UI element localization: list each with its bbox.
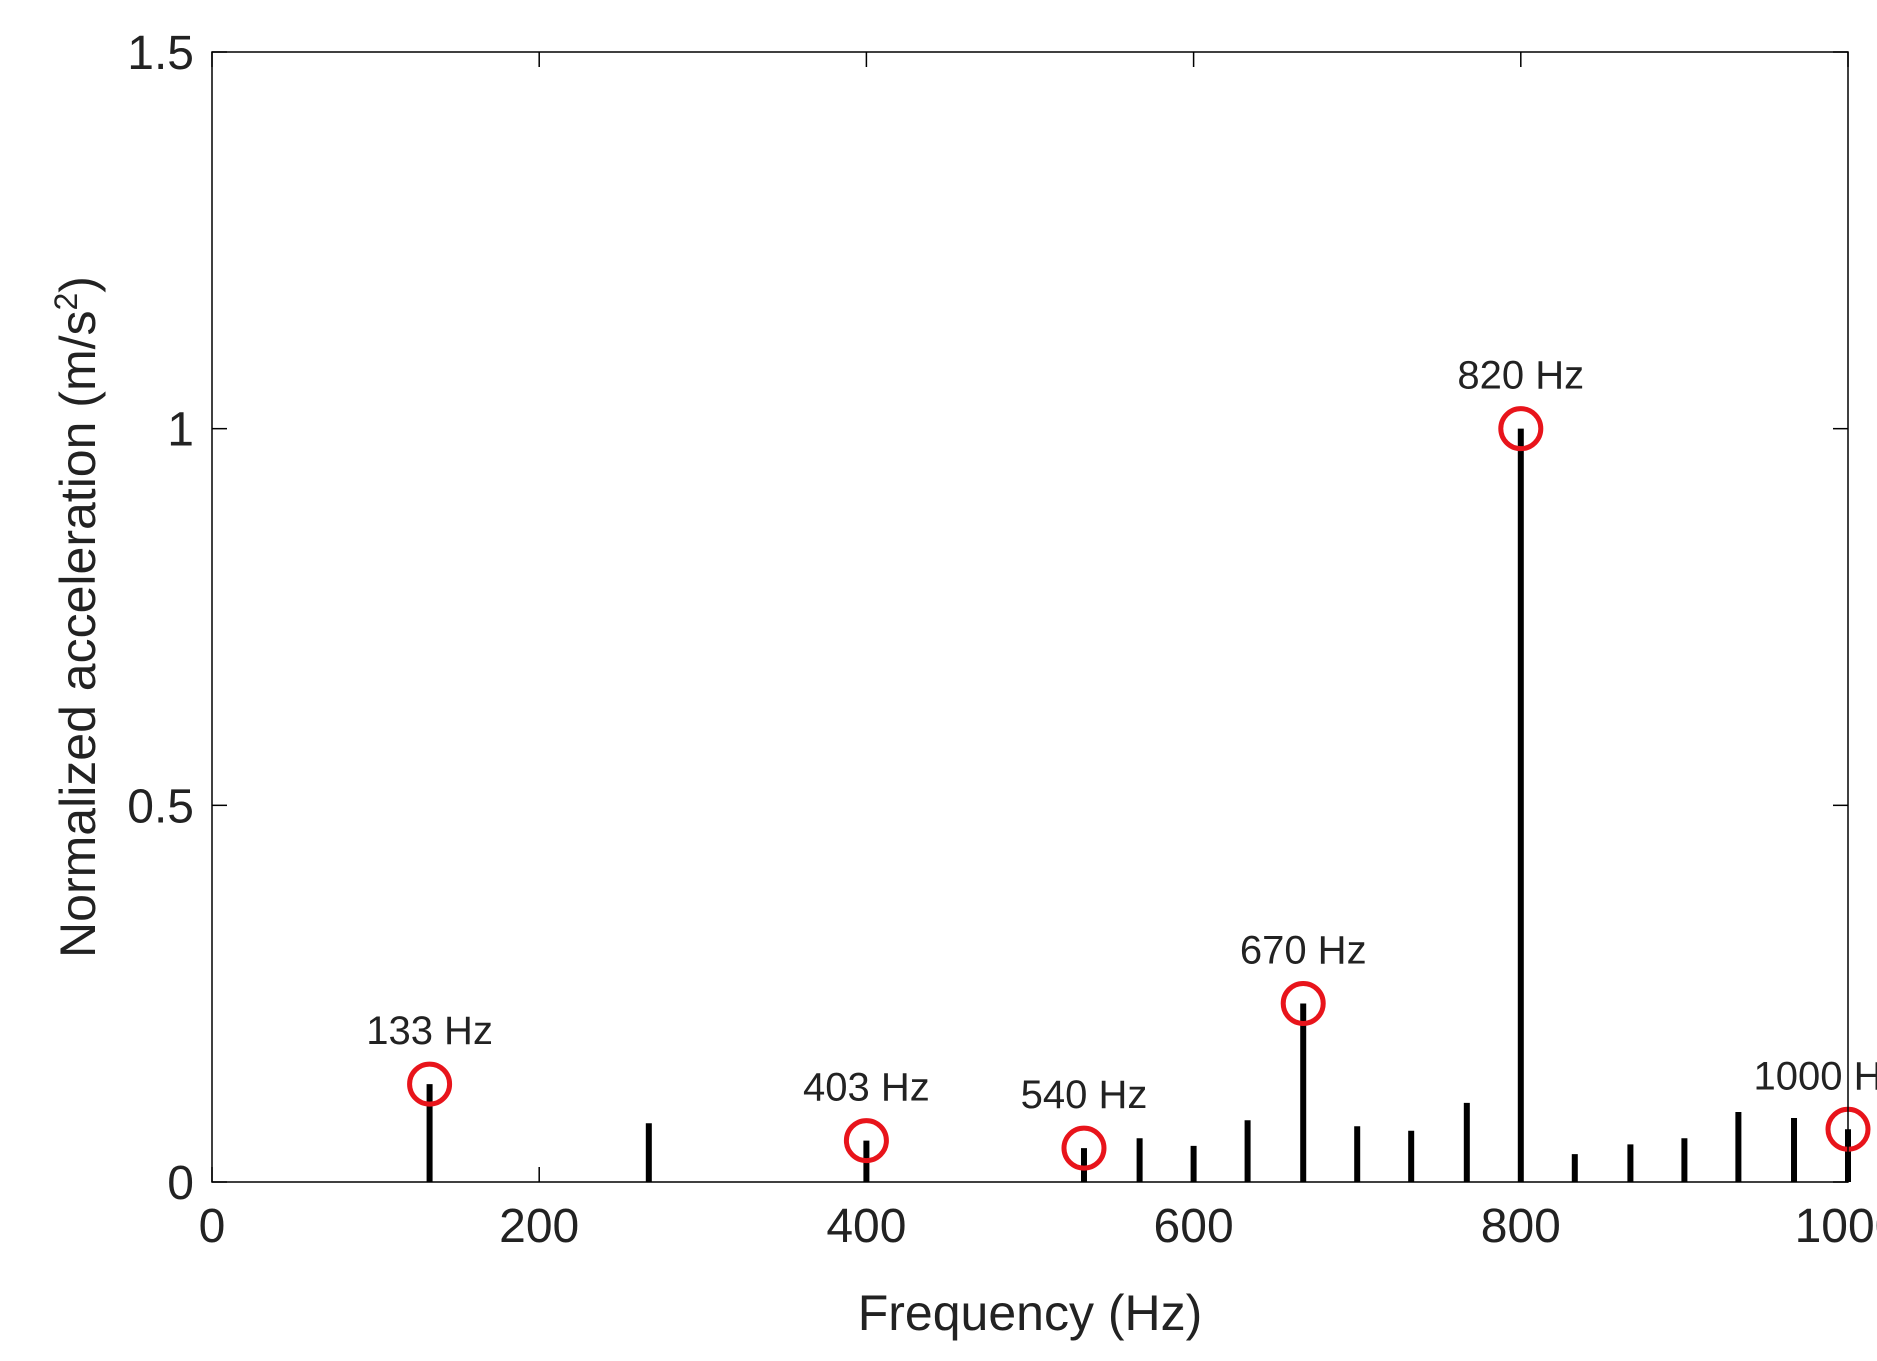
peak-label: 133 Hz: [366, 1009, 493, 1053]
y-tick-label: 1.5: [127, 27, 194, 80]
x-tick-label: 800: [1481, 1200, 1561, 1253]
peak-label: 820 Hz: [1457, 354, 1584, 398]
peak-label: 670 Hz: [1240, 928, 1367, 972]
peak-label: 540 Hz: [1021, 1073, 1148, 1117]
y-tick-label: 1: [167, 404, 194, 457]
y-tick-label: 0.5: [127, 780, 194, 833]
x-tick-label: 400: [826, 1200, 906, 1253]
x-axis-label: Frequency (Hz): [858, 1285, 1203, 1341]
y-axis-label-text: Normalized acceleration (m/s: [50, 311, 106, 958]
x-tick-label: 200: [499, 1200, 579, 1253]
peak-marker: [1498, 406, 1544, 452]
peak-marker: [843, 1118, 889, 1164]
markers-layer: [407, 406, 1871, 1171]
plot-area-frame: [211, 51, 1849, 1183]
peak-label: 1000 Hz: [1754, 1054, 1877, 1098]
y-tick-label: 0: [167, 1157, 194, 1210]
y-axis-label-superscript: 2: [48, 293, 84, 311]
x-tick-label: 0: [199, 1200, 226, 1253]
y-axis-label: Normalized acceleration (m/s2): [48, 276, 106, 958]
peak-marker: [1280, 980, 1326, 1026]
stems-layer: [426, 428, 1851, 1182]
x-tick-label: 600: [1154, 1200, 1234, 1253]
peak-marker: [1061, 1125, 1107, 1171]
y-axis-label-close: ): [50, 276, 106, 293]
axis-ticks-layer: 0 200 400 600 800 1000 0 0.5 1 1.5: [127, 27, 1877, 1253]
annotation-layer: 133 Hz 403 Hz 540 Hz 670 Hz 820 Hz 1000 Hz: [366, 354, 1877, 1117]
peak-marker: [407, 1061, 453, 1107]
x-tick-label: 1000: [1795, 1200, 1877, 1253]
peak-label: 403 Hz: [803, 1066, 930, 1110]
